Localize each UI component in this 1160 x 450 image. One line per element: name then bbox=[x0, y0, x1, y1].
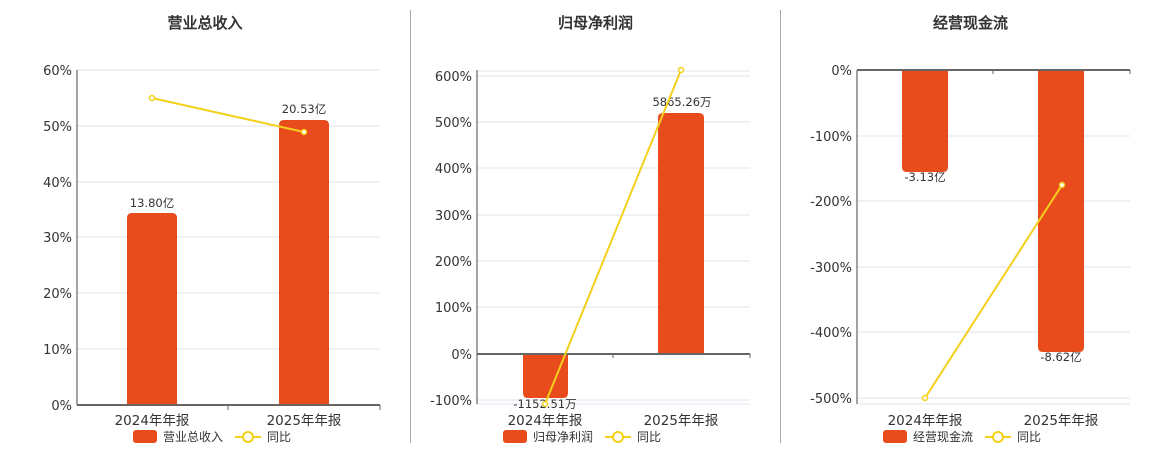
svg-text:20%: 20% bbox=[43, 287, 72, 302]
legend-line-marker-icon[interactable] bbox=[985, 430, 1012, 443]
legend-line-label[interactable]: 同比 bbox=[267, 430, 292, 444]
svg-text:-400%: -400% bbox=[810, 326, 852, 341]
x-axis-label: 2024年年报 bbox=[508, 413, 583, 429]
svg-text:400%: 400% bbox=[435, 162, 472, 177]
x-axis-label: 2025年年报 bbox=[1024, 413, 1099, 429]
x-axis-label: 2024年年报 bbox=[888, 413, 963, 429]
svg-text:100%: 100% bbox=[435, 301, 472, 316]
svg-text:-100%: -100% bbox=[430, 394, 472, 409]
svg-text:-500%: -500% bbox=[810, 392, 852, 407]
bar-2024[interactable] bbox=[902, 70, 948, 172]
legend-line-marker-icon[interactable] bbox=[605, 430, 632, 443]
chart-title: 营业总收入 bbox=[167, 14, 243, 32]
chart-plot: 600% 500% 400% 300% 200% 100% 0% -100% 5… bbox=[430, 66, 751, 429]
yoy-line bbox=[151, 97, 305, 133]
legend-bar-swatch-icon[interactable] bbox=[883, 430, 907, 443]
y-axis-labels: 60% 50% 40% 30% 20% 10% 0% bbox=[43, 64, 72, 414]
svg-text:0%: 0% bbox=[831, 64, 852, 79]
svg-text:300%: 300% bbox=[435, 209, 472, 224]
legend-line-label[interactable]: 同比 bbox=[1017, 430, 1042, 444]
legend-bar-swatch-icon[interactable] bbox=[503, 430, 527, 443]
legend: 归母净利润 同比 bbox=[503, 428, 661, 445]
svg-text:40%: 40% bbox=[43, 176, 72, 191]
yoy-point[interactable] bbox=[148, 94, 156, 102]
chart-title: 经营现金流 bbox=[932, 14, 1008, 32]
svg-text:60%: 60% bbox=[43, 64, 72, 79]
chart-plot: 60% 50% 40% 30% 20% 10% 0% 13.80亿 20.53亿… bbox=[43, 64, 381, 429]
gridlines bbox=[857, 135, 1130, 405]
x-axis-label: 2025年年报 bbox=[644, 413, 719, 429]
legend-line-label[interactable]: 同比 bbox=[637, 430, 662, 444]
svg-text:50%: 50% bbox=[43, 120, 72, 135]
y-axis-labels: 0% -100% -200% -300% -400% -500% bbox=[810, 64, 852, 407]
bar-label: 20.53亿 bbox=[282, 102, 326, 116]
bar-label: 13.80亿 bbox=[130, 196, 174, 210]
gridlines bbox=[77, 69, 380, 350]
yoy-line bbox=[544, 69, 682, 405]
gridlines bbox=[477, 70, 750, 405]
legend-bar-swatch-icon[interactable] bbox=[133, 430, 157, 443]
bar-2025[interactable] bbox=[658, 113, 704, 354]
yoy-point[interactable] bbox=[300, 128, 308, 136]
bar-2024[interactable] bbox=[523, 354, 568, 398]
svg-text:600%: 600% bbox=[435, 70, 472, 85]
svg-text:30%: 30% bbox=[43, 231, 72, 246]
legend: 营业总收入 同比 bbox=[133, 428, 291, 445]
yoy-point[interactable] bbox=[541, 400, 549, 408]
panel-divider bbox=[780, 10, 781, 443]
svg-text:0%: 0% bbox=[451, 348, 472, 363]
yoy-point[interactable] bbox=[921, 394, 929, 402]
svg-text:200%: 200% bbox=[435, 255, 472, 270]
y-axis-labels: 600% 500% 400% 300% 200% 100% 0% -100% bbox=[430, 70, 472, 409]
chart-title: 归母净利润 bbox=[557, 14, 633, 32]
svg-text:-100%: -100% bbox=[810, 130, 852, 145]
bar-label: -8.62亿 bbox=[1040, 350, 1081, 364]
bar-2024[interactable] bbox=[127, 213, 177, 405]
chart-panel-revenue: 营业总收入 60% 50% 40% 30% 20% 10% 0% 1 bbox=[0, 0, 410, 450]
svg-text:-300%: -300% bbox=[810, 261, 852, 276]
legend-line-marker-icon[interactable] bbox=[235, 430, 262, 443]
bar-2025[interactable] bbox=[1038, 70, 1084, 352]
svg-text:10%: 10% bbox=[43, 343, 72, 358]
x-axis-label: 2024年年报 bbox=[115, 413, 190, 429]
svg-text:0%: 0% bbox=[51, 399, 72, 414]
legend-bar-label[interactable]: 归母净利润 bbox=[533, 430, 594, 444]
panel-divider bbox=[410, 10, 411, 443]
yoy-point[interactable] bbox=[1058, 181, 1066, 189]
chart-panel-net-profit: 归母净利润 600% 500% 400% 300% 200% 100% 0% -… bbox=[430, 14, 751, 445]
yoy-line bbox=[924, 184, 1063, 399]
svg-text:500%: 500% bbox=[435, 116, 472, 131]
bar-label: -3.13亿 bbox=[904, 170, 945, 184]
svg-text:-200%: -200% bbox=[810, 195, 852, 210]
x-axis-label: 2025年年报 bbox=[267, 413, 342, 429]
legend: 经营现金流 同比 bbox=[883, 428, 1041, 445]
legend-bar-label[interactable]: 营业总收入 bbox=[163, 430, 224, 444]
bar-2025[interactable] bbox=[279, 120, 329, 405]
legend-bar-label[interactable]: 经营现金流 bbox=[913, 430, 974, 444]
yoy-point[interactable] bbox=[677, 66, 685, 74]
